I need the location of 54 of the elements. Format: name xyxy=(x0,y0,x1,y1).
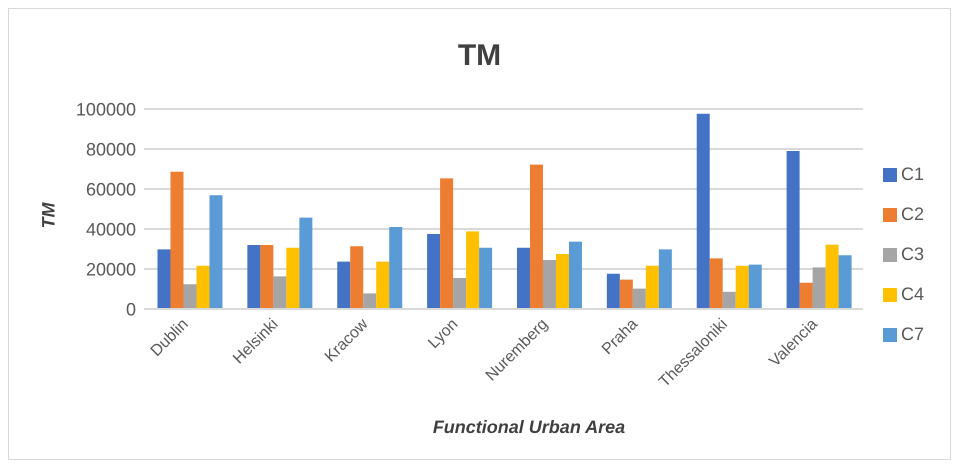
bar xyxy=(632,288,646,309)
bar xyxy=(568,242,582,309)
bar xyxy=(389,227,402,309)
chart-title: TM xyxy=(456,39,502,73)
bar xyxy=(273,276,286,309)
bar xyxy=(299,218,312,309)
bar xyxy=(170,172,184,309)
y-tick-label: 40000 xyxy=(86,219,136,240)
bar xyxy=(157,249,170,309)
bar xyxy=(646,266,659,309)
bar xyxy=(722,292,736,309)
bar xyxy=(183,284,196,309)
bar xyxy=(800,282,813,309)
bar xyxy=(337,262,350,309)
bar xyxy=(196,266,210,309)
bar xyxy=(736,266,749,309)
bar xyxy=(427,234,440,309)
bar xyxy=(542,260,556,309)
y-tick-label: 0 xyxy=(126,299,136,320)
y-tick-label: 100000 xyxy=(76,99,136,120)
y-tick-label: 60000 xyxy=(86,179,136,200)
bar xyxy=(209,195,222,309)
bar xyxy=(479,248,492,309)
bar xyxy=(710,258,723,309)
bar xyxy=(363,293,376,309)
legend-label: C2 xyxy=(900,204,924,224)
bar xyxy=(530,164,543,309)
bar xyxy=(812,267,826,309)
legend-label: C7 xyxy=(900,324,924,344)
bar xyxy=(440,178,454,309)
bar xyxy=(606,274,620,309)
bar xyxy=(247,245,260,309)
bar xyxy=(658,249,672,309)
bar xyxy=(748,264,762,309)
bar xyxy=(516,248,530,309)
y-tick-label: 80000 xyxy=(86,139,136,160)
legend-label: C3 xyxy=(900,244,924,264)
legend-label: C4 xyxy=(900,284,924,304)
bar xyxy=(556,254,569,309)
bar xyxy=(466,231,480,309)
bar xyxy=(620,280,633,309)
x-axis-title: Functional Urban Area xyxy=(432,417,626,438)
bar xyxy=(376,262,390,309)
legend-label: C1 xyxy=(900,164,924,184)
y-tick-label: 20000 xyxy=(86,259,136,280)
bar xyxy=(826,244,839,309)
bar xyxy=(786,151,800,309)
bar xyxy=(696,114,710,309)
bar xyxy=(838,255,852,309)
bar xyxy=(453,278,466,309)
bar xyxy=(350,246,364,309)
bar xyxy=(260,245,274,309)
y-axis-title: TM xyxy=(38,201,60,230)
bar xyxy=(286,248,300,309)
